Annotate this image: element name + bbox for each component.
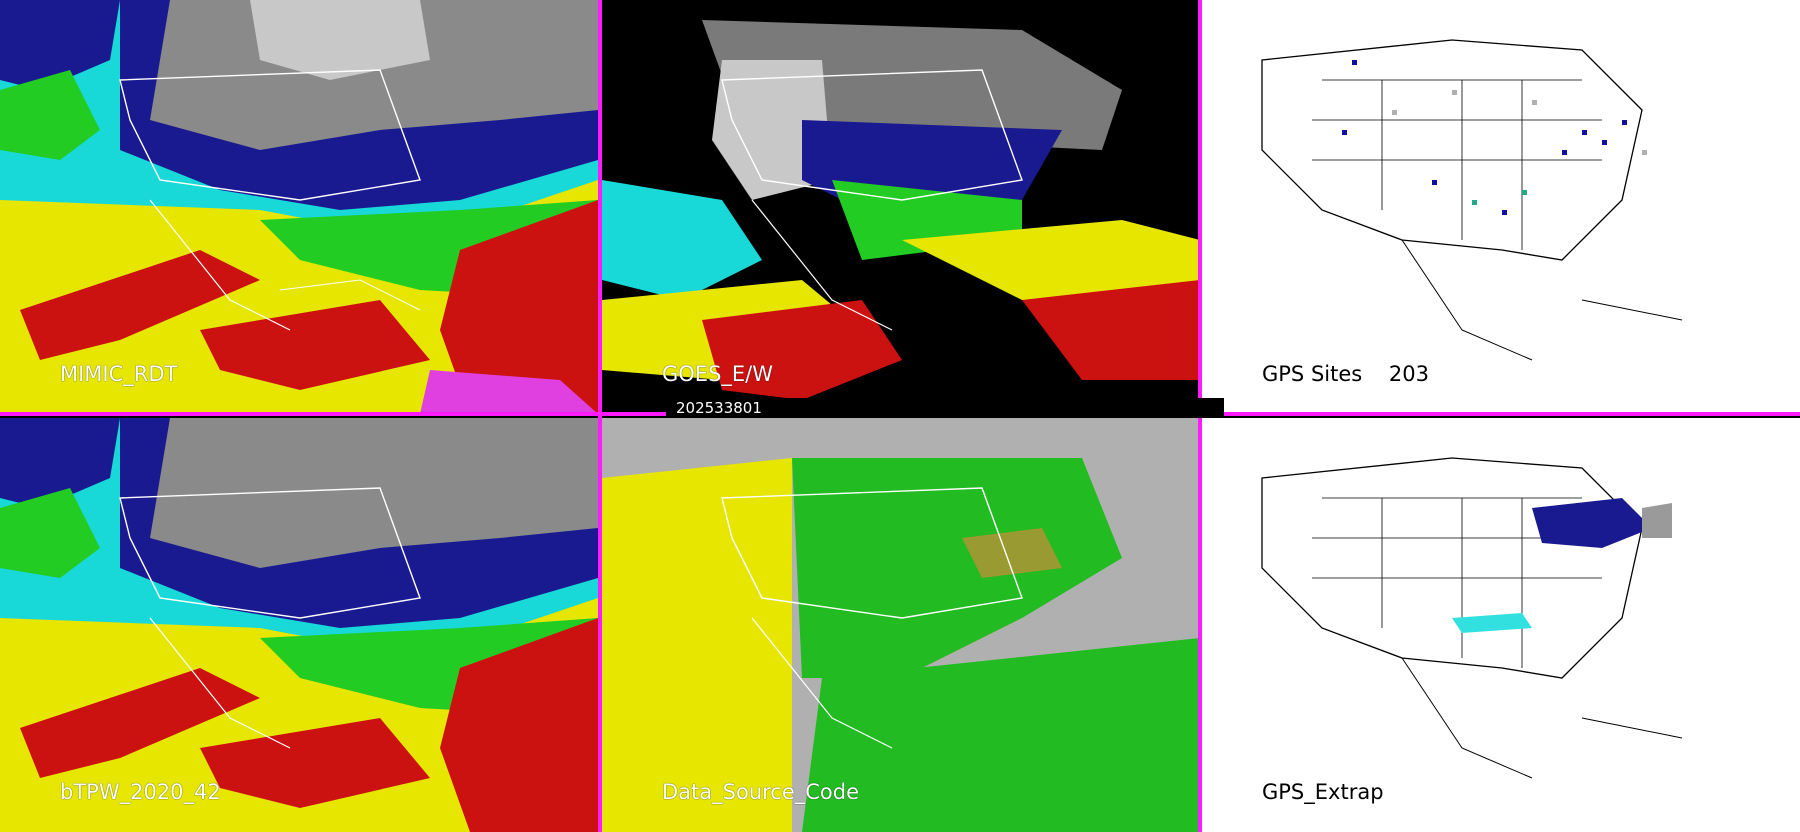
panel-label: GPS Sites 203 [1262, 362, 1429, 386]
panel-btpw: bTPW_2020_42 [0, 418, 598, 832]
panel-data-source: Data_Source_Code [602, 418, 1200, 832]
gps-extrap-map [1202, 418, 1800, 832]
tpw-map-2 [0, 418, 598, 832]
data-source-map [602, 418, 1200, 832]
gps-sites-map [1202, 0, 1800, 414]
tpw-map [0, 0, 598, 414]
panel-label: GOES_E/W [662, 362, 774, 386]
panel-label: MIMIC_RDT [60, 362, 178, 386]
goes-map [602, 0, 1200, 414]
panel-gps-sites: GPS Sites 203 [1202, 0, 1800, 414]
panel-label: bTPW_2020_42 [60, 780, 221, 804]
panel-label: GPS_Extrap [1262, 780, 1384, 804]
panel-gps-extrap: GPS_Extrap [1202, 418, 1800, 832]
vertical-separator-left [598, 0, 602, 832]
panel-mimic-rdt: MIMIC_RDT [0, 0, 598, 414]
panel-label: Data_Source_Code [662, 780, 860, 804]
panel-goes: GOES_E/W [602, 0, 1200, 414]
timestamp-bar: 202533801 [666, 398, 1224, 418]
